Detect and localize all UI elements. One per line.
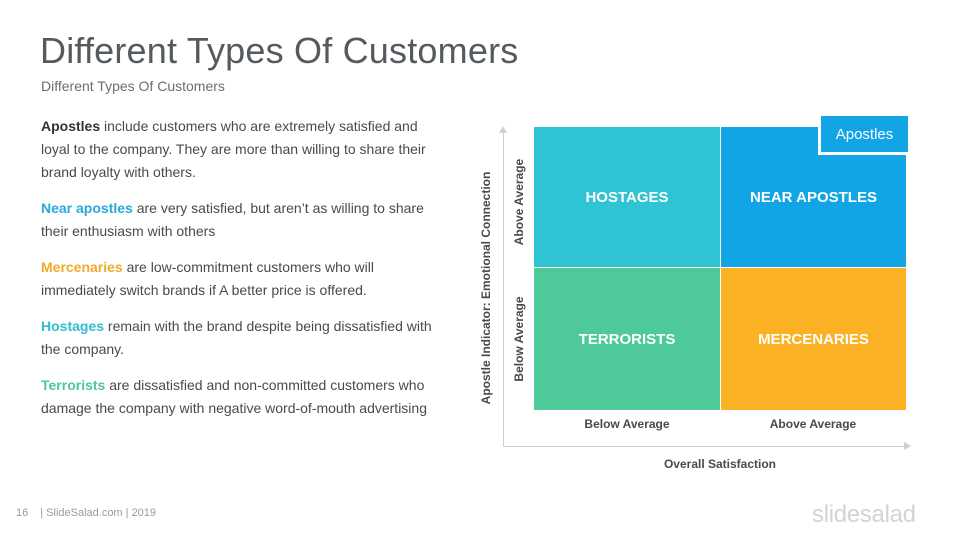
text-apostles: include customers who are extremely sati… bbox=[41, 118, 426, 180]
x-axis-title: Overall Satisfaction bbox=[663, 457, 777, 471]
text-hostages: remain with the brand despite being diss… bbox=[41, 318, 432, 357]
y-axis-title: Apostle Indicator: Emotional Connection bbox=[479, 171, 493, 405]
term-hostages: Hostages bbox=[41, 318, 105, 334]
x-level-above-average: Above Average bbox=[769, 417, 857, 431]
x-axis-arrow bbox=[904, 442, 911, 450]
x-axis-line bbox=[503, 446, 905, 447]
y-level-below-average: Below Average bbox=[512, 296, 526, 382]
term-near-apostles: Near apostles bbox=[41, 200, 133, 216]
page-title: Different Types Of Customers bbox=[40, 30, 519, 71]
y-axis-arrow bbox=[499, 126, 507, 133]
description-near-apostles: Near apostles are very satisfied, but ar… bbox=[41, 197, 441, 243]
y-level-above-average: Above Average bbox=[512, 158, 526, 246]
quadrant-terrorists: TERRORISTS bbox=[534, 268, 720, 410]
page-subtitle: Different Types Of Customers bbox=[41, 78, 225, 94]
apostles-box: Apostles bbox=[818, 113, 911, 155]
page-number: 16 bbox=[16, 507, 29, 519]
term-mercenaries: Mercenaries bbox=[41, 259, 123, 275]
quadrant-mercenaries: MERCENARIES bbox=[720, 268, 906, 410]
term-apostles: Apostles bbox=[41, 118, 101, 134]
text-terrorists: are dissatisfied and non-committed custo… bbox=[41, 377, 427, 416]
footer: 16 | SlideSalad.com | 2019 bbox=[16, 507, 156, 519]
description-hostages: Hostages remain with the brand despite b… bbox=[41, 315, 441, 361]
description-apostles: Apostles include customers who are extre… bbox=[41, 115, 441, 184]
term-terrorists: Terrorists bbox=[41, 377, 106, 393]
quadrant-hostages: HOSTAGES bbox=[534, 127, 720, 268]
x-level-below-average: Below Average bbox=[584, 417, 670, 431]
brand-logo: slidesalad bbox=[812, 501, 916, 528]
description-mercenaries: Mercenaries are low-commitment customers… bbox=[41, 256, 441, 302]
y-axis-line bbox=[503, 132, 504, 447]
text-mercenaries: are low-commitment customers who will im… bbox=[41, 259, 375, 298]
description-terrorists: Terrorists are dissatisfied and non-comm… bbox=[41, 374, 441, 420]
footer-text: | SlideSalad.com | 2019 bbox=[40, 507, 157, 519]
text-near-apostles: are very satisfied, but aren’t as willin… bbox=[41, 200, 424, 239]
